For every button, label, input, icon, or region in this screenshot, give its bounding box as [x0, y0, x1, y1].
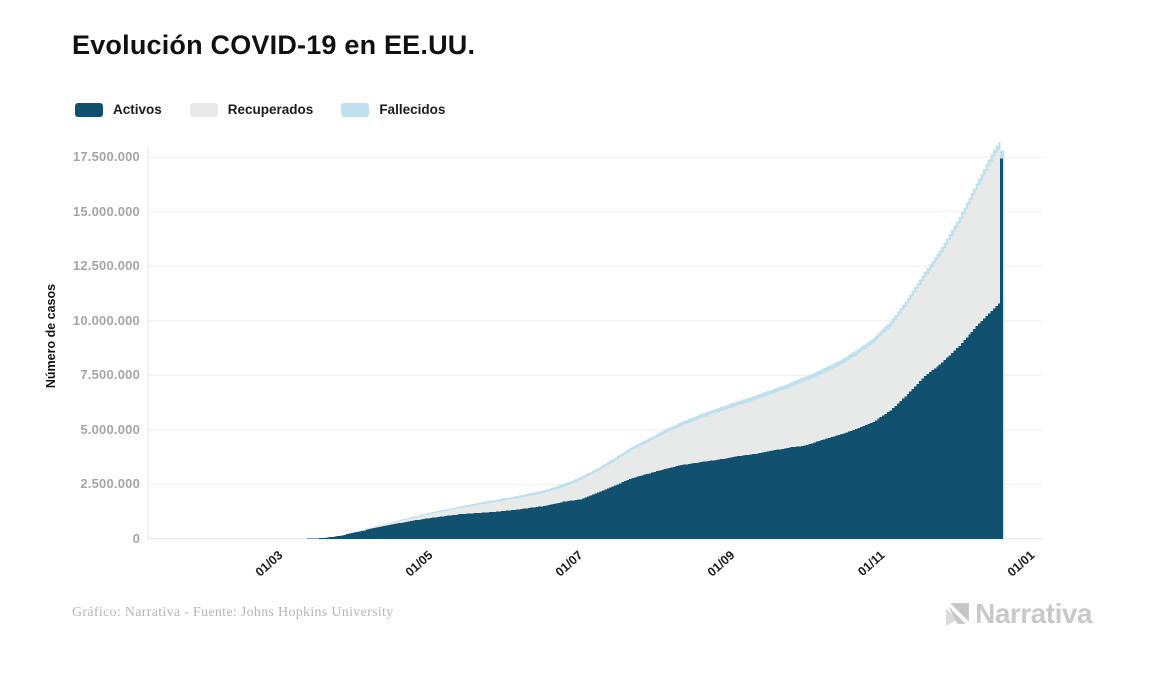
chart-title: Evolución COVID-19 en EE.UU.: [72, 30, 476, 60]
y-tick-label: 12.500.000: [72, 258, 140, 274]
narrativa-logo-icon: [946, 602, 970, 626]
brand-logo: Narrativa: [944, 598, 1092, 630]
y-tick-label: 7.500.000: [80, 367, 140, 383]
legend-swatch-recuperados: [189, 102, 218, 117]
legend-label: Recuperados: [227, 102, 314, 117]
y-tick-label: 2.500.000: [80, 476, 140, 492]
legend-item-fallecidos: Fallecidos: [341, 102, 445, 117]
source-credit: Gráfico: Narrativa - Fuente: Johns Hopki…: [72, 605, 394, 620]
y-tick-label: 15.000.000: [72, 203, 140, 219]
y-tick-label: 0: [132, 530, 140, 546]
legend-swatch-fallecidos: [341, 102, 370, 117]
legend-item-recuperados: Recuperados: [189, 102, 314, 117]
legend-item-activos: Activos: [75, 102, 162, 117]
y-tick-label: 10.000.000: [72, 312, 140, 328]
legend-label: Activos: [113, 102, 162, 117]
bars-layer: [306, 142, 1004, 539]
brand-name: Narrativa: [975, 598, 1092, 629]
y-tick-label: 5.000.000: [80, 421, 140, 437]
legend: Activos Recuperados Fallecidos: [75, 102, 445, 117]
plot-right-edge: [1003, 150, 1005, 539]
y-tick-label: 17.500.000: [72, 149, 140, 165]
legend-swatch-activos: [75, 102, 103, 117]
legend-label: Fallecidos: [379, 102, 446, 117]
